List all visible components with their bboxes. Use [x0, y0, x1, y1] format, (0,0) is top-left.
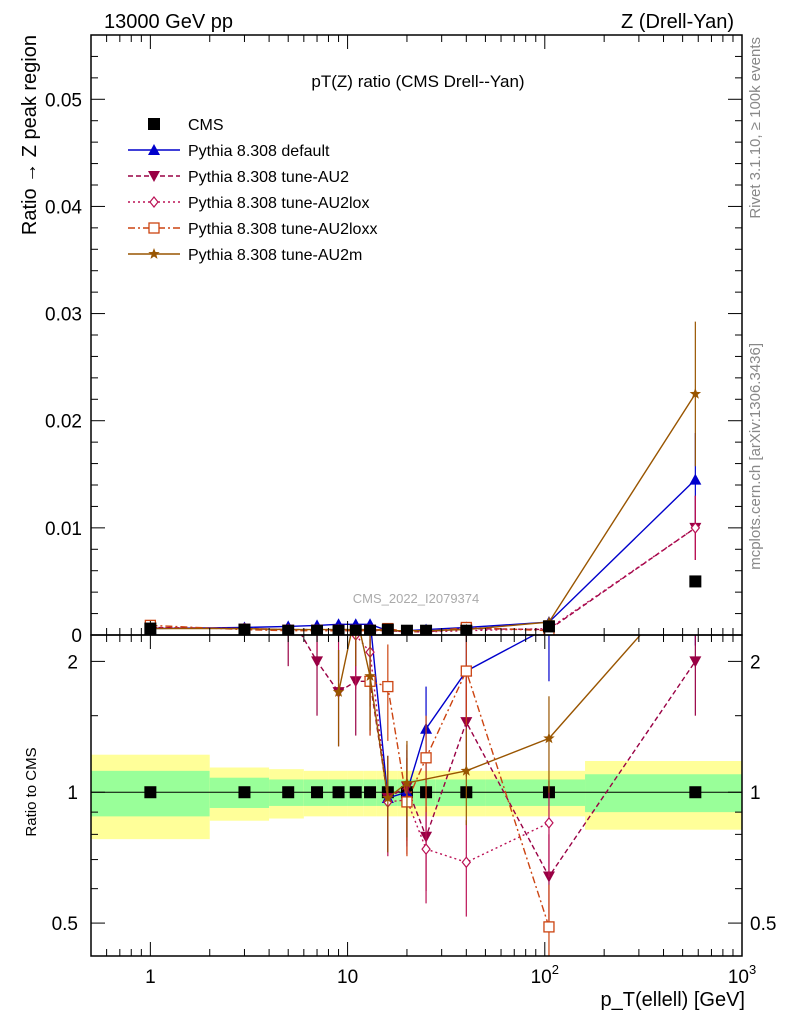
main-pythia-8-308-default-point: [689, 473, 702, 485]
y-tick-label: 0.05: [45, 90, 82, 111]
legend-label: Pythia 8.308 tune-AU2loxx: [188, 221, 377, 238]
legend-marker: [148, 222, 160, 234]
process-label: Z (Drell-Yan): [621, 11, 734, 33]
main-cms-point: [381, 623, 394, 635]
legend-marker: [148, 118, 160, 130]
x-tick-label: 10: [337, 967, 358, 988]
main-cms-point: [349, 624, 362, 635]
y-tick-label: 0.04: [45, 197, 82, 218]
main-cms-point: [364, 624, 377, 635]
ratio-y-axis-label: Ratio to CMS: [23, 747, 40, 836]
legend-label: Pythia 8.308 tune-AU2: [188, 169, 349, 186]
analysis-watermark: CMS_2022_I2079374: [353, 591, 480, 606]
rivet-version-label: Rivet 3.1.10, ≥ 100k events: [747, 37, 764, 219]
ratio-pythia-8-308-tune-au2lox-point: [461, 856, 472, 869]
x-tick-label: 102: [531, 962, 559, 988]
ratio-pythia-8-308-tune-au2m-point: [350, 606, 361, 617]
main-pythia-8-308-default-line: [150, 479, 696, 632]
stat-band-bin: [585, 774, 742, 813]
main-cms-point: [689, 575, 702, 588]
main-pythia-8-308-tune-au2lox-line: [150, 527, 696, 633]
main-cms-point: [542, 620, 555, 633]
ratio-cms-point: [689, 786, 702, 799]
ratio-pythia-8-308-tune-au2loxx-point: [543, 921, 555, 933]
ratio-tick-label: 1: [750, 783, 761, 804]
energy-label: 13000 GeV pp: [104, 11, 233, 33]
main-pythia-8-308-tune-au2lox-point: [690, 521, 701, 534]
legend-marker: [149, 196, 159, 208]
ratio-cms-point: [364, 786, 377, 799]
ratio-pythia-8-308-tune-au2m-line: [337, 635, 642, 800]
ratio-pythia-8-308-tune-au2loxx-point: [382, 680, 394, 693]
ratio-pythia-8-308-tune-au2loxx-point: [460, 665, 472, 677]
ratio-pythia-8-308-tune-au2lox-point: [544, 816, 554, 829]
main-y-axis-label: Ratio → Z peak region: [19, 35, 41, 235]
ratio-tick-label: 2: [750, 652, 761, 673]
ratio-cms-point: [282, 786, 295, 799]
ratio-pythia-8-308-tune-au2m-point: [382, 792, 394, 803]
chart-title: pT(Z) ratio (CMS Drell--Yan): [311, 72, 524, 91]
y-tick-label: 0.03: [45, 305, 82, 326]
legend-label: CMS: [188, 117, 224, 134]
ratio-cms-point: [349, 786, 362, 799]
legend-label: Pythia 8.308 tune-AU2m: [188, 247, 362, 264]
ratio-cms-point: [311, 786, 324, 799]
main-pythia-8-308-tune-au2m-point: [689, 387, 702, 399]
ratio-tick-label: 0.5: [52, 914, 78, 935]
ratio-pythia-8-308-tune-au2-point: [282, 607, 294, 618]
y-tick-label: 0.01: [45, 519, 82, 540]
legend-label: Pythia 8.308 default: [188, 143, 330, 160]
ratio-cms-point: [332, 786, 345, 799]
ratio-pythia-8-308-tune-au2-point: [311, 656, 324, 668]
ratio-pythia-8-308-tune-au2m-point: [332, 686, 345, 697]
main-pythia-8-308-tune-au2-line: [150, 527, 696, 633]
x-tick-label: 1: [145, 967, 156, 988]
ratio-pythia-8-308-tune-au2lox-point: [421, 843, 431, 856]
ratio-pythia-8-308-tune-au2lox-point: [313, 593, 321, 603]
ratio-cms-point: [238, 786, 251, 799]
ratio-tick-label: 1: [67, 783, 78, 804]
main-cms-point: [420, 624, 433, 635]
y-tick-label: 0.02: [45, 412, 82, 433]
x-axis-label: p_T(ellell) [GeV]: [601, 989, 746, 1011]
ratio-plot-frame: [90, 634, 743, 957]
x-tick-label: 103: [728, 962, 756, 988]
ratio-pythia-8-308-tune-au2m-point: [460, 764, 472, 776]
uncertainty-bands: [91, 754, 742, 840]
ratio-pythia-8-308-tune-au2-point: [689, 656, 702, 668]
ratio-pythia-8-308-tune-au2m-point: [364, 670, 376, 681]
ratio-tick-label: 2: [67, 652, 78, 673]
ratio-pythia-8-308-tune-au2m-point: [543, 732, 555, 744]
legend-marker: [148, 248, 160, 259]
ratio-pythia-8-308-default-point: [350, 606, 362, 617]
legend: CMS Pythia 8.308 default Pythia 8.308 tune…: [128, 117, 377, 264]
ratio-pythia-8-308-tune-au2loxx-point: [420, 752, 432, 764]
y-tick-label: 0: [71, 626, 82, 647]
ratio-tick-label: 0.5: [750, 914, 776, 935]
ratio-cms-point: [144, 786, 157, 799]
legend-label: Pythia 8.308 tune-AU2lox: [188, 195, 369, 212]
legend-marker: [148, 144, 160, 155]
main-pythia-8-308-tune-au2loxx-line: [150, 624, 550, 633]
ratio-pythia-8-308-tune-au2m-point: [401, 777, 413, 788]
mcplots-label: mcplots.cern.ch [arXiv:1306.3436]: [747, 343, 764, 570]
ratio-pythia-8-308-default-line: [370, 635, 536, 799]
ratio-pythia-8-308-tune-au2-line: [300, 635, 696, 878]
legend-marker: [148, 171, 160, 182]
